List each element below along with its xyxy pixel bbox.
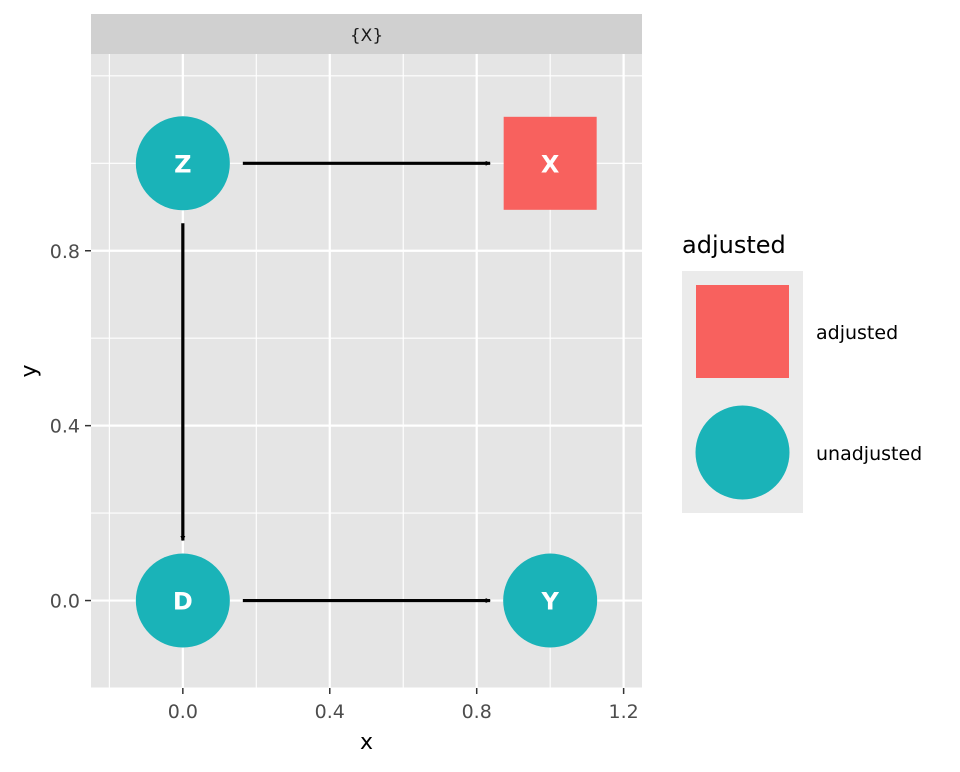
node-label-d: D xyxy=(173,588,193,616)
node-label-x: X xyxy=(541,150,560,178)
node-y xyxy=(503,553,598,648)
y-tick-label: 0.0 xyxy=(50,591,80,613)
legend-label-unadjusted: unadjusted xyxy=(816,443,922,465)
nodes: Z X D Y xyxy=(135,116,598,648)
x-axis-title: x xyxy=(360,730,373,755)
node-z xyxy=(135,116,230,211)
legend-key-adjusted xyxy=(696,285,789,378)
node-x xyxy=(503,116,597,210)
y-axis-title: y xyxy=(17,364,42,377)
node-label-z: Z xyxy=(174,150,191,178)
x-tick-label: 0.8 xyxy=(462,701,492,723)
node-label-y: Y xyxy=(540,588,559,616)
node-d xyxy=(135,553,230,648)
facet-strip xyxy=(91,14,642,54)
facet-strip-label: {X} xyxy=(350,26,383,46)
y-tick-label: 0.8 xyxy=(50,241,80,263)
legend-key-unadjusted xyxy=(695,405,790,500)
legend-label-adjusted: adjusted xyxy=(816,322,898,344)
y-tick-label: 0.4 xyxy=(50,416,80,438)
x-tick-label: 0.0 xyxy=(168,701,198,723)
axes: 0.0 0.4 0.8 1.2 0.0 0.4 0.8 xyxy=(50,241,639,723)
legend-title: adjusted xyxy=(682,231,786,259)
legend: adjusted adjusted unadjusted xyxy=(682,231,922,513)
x-tick-label: 1.2 xyxy=(609,701,639,723)
edges xyxy=(180,160,491,604)
x-tick-label: 0.4 xyxy=(315,701,345,723)
